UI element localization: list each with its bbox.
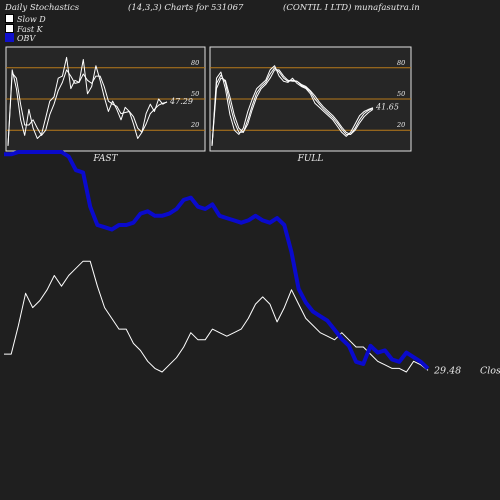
panel-title-fast: FAST: [92, 154, 118, 164]
chart-type-title: Daily Stochastics: [5, 3, 80, 13]
tick-label-fast-20: 20: [190, 121, 199, 129]
legend-label-slow-d: Slow D: [17, 15, 46, 24]
legend-swatch-fast-k: [5, 24, 14, 33]
panel-title-full: FULL: [297, 154, 324, 164]
last-value-label-full: 41.65: [375, 103, 399, 112]
legend-item-fast-k: Fast K: [5, 24, 43, 34]
legend-item-slow-d: Slow D: [5, 14, 46, 24]
series-line-fast-0: [7, 56, 168, 146]
tick-label-full-80: 80: [397, 59, 405, 67]
legend-swatch-obv: [5, 33, 14, 42]
legend-item-obv: OBV: [5, 33, 35, 43]
legend-label-obv: OBV: [17, 34, 36, 43]
tick-label-fast-50: 50: [191, 90, 199, 98]
legend-swatch-slow-d: [5, 14, 14, 23]
tick-label-full-20: 20: [396, 121, 405, 129]
last-value-label-fast: 47.29: [169, 97, 193, 106]
obv-line: [4, 150, 430, 371]
tick-label-full-50: 50: [397, 90, 405, 98]
series-line-full-2: [211, 69, 374, 146]
series-line-fast-1: [7, 69, 168, 146]
company-source-title: (CONTIL I LTD) munafasutra.in: [283, 3, 420, 13]
legend-label-fast-k: Fast K: [17, 25, 43, 34]
close-series-label: Close: [480, 365, 500, 376]
close-price-line: [4, 260, 429, 373]
series-line-full-1: [211, 67, 374, 146]
tick-label-fast-80: 80: [191, 59, 199, 67]
series-line-full-0: [211, 65, 374, 146]
chart-symbol-title: (14,3,3) Charts for 531067: [128, 3, 244, 13]
close-last-value-label: 29.48: [433, 365, 461, 376]
